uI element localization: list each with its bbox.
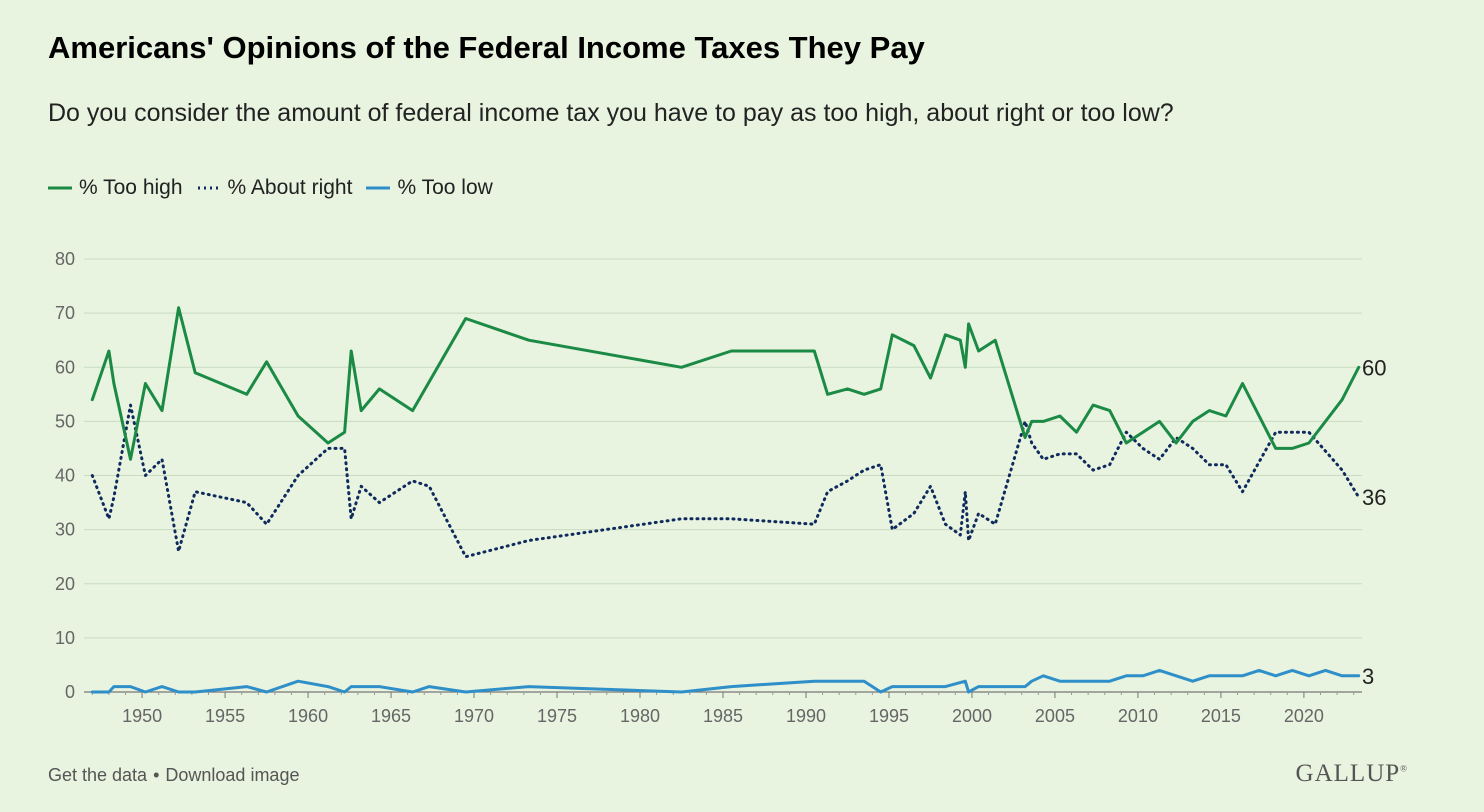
x-tick-label-1970: 1970: [454, 706, 494, 726]
x-tick-label-2010: 2010: [1118, 706, 1158, 726]
x-tick-label-2020: 2020: [1284, 706, 1324, 726]
legend-swatch-too-high: [48, 186, 72, 190]
x-tick-label-1960: 1960: [288, 706, 328, 726]
legend-label-too-low: % Too low: [397, 176, 493, 199]
y-tick-label-0: 0: [65, 682, 75, 702]
x-tick-label-1965: 1965: [371, 706, 411, 726]
y-tick-label-70: 70: [55, 303, 75, 323]
x-tick-label-1980: 1980: [620, 706, 660, 726]
gallup-logo: GALLUP®: [1296, 760, 1408, 788]
brand-mark: ®: [1400, 763, 1408, 774]
x-tick-label-2000: 2000: [952, 706, 992, 726]
series-line-too-low: [90, 668, 1361, 694]
x-tick-label-1995: 1995: [869, 706, 909, 726]
y-tick-label-50: 50: [55, 411, 75, 431]
chart-title: Americans' Opinions of the Federal Incom…: [48, 30, 925, 65]
legend-item-too-high[interactable]: % Too high: [48, 176, 183, 200]
x-tick-label-2005: 2005: [1035, 706, 1075, 726]
brand-name: GALLUP: [1295, 760, 1401, 787]
legend-item-too-low[interactable]: % Too low: [366, 176, 493, 200]
x-tick-label-2015: 2015: [1201, 706, 1241, 726]
x-tick-label-1990: 1990: [786, 706, 826, 726]
end-label-about-right: 36: [1362, 485, 1386, 510]
legend-label-about-right: % About right: [227, 176, 353, 199]
x-tick-label-1985: 1985: [703, 706, 743, 726]
x-tick-label-1975: 1975: [537, 706, 577, 726]
end-label-too-high: 60: [1362, 355, 1386, 380]
chart-subtitle: Do you consider the amount of federal in…: [48, 99, 1174, 127]
series-line-too-high: [90, 306, 1361, 461]
series-line-about-right: [90, 403, 1361, 559]
y-tick-label-20: 20: [55, 574, 75, 594]
y-tick-label-40: 40: [55, 466, 75, 486]
x-tick-label-1950: 1950: [122, 706, 162, 726]
y-tick-label-30: 30: [55, 520, 75, 540]
legend-swatch-about-right: [197, 186, 221, 190]
x-tick-label-1955: 1955: [205, 706, 245, 726]
download-image-link[interactable]: Download image: [165, 765, 300, 785]
end-label-too-low: 3: [1362, 664, 1374, 689]
get-data-link[interactable]: Get the data: [48, 765, 148, 785]
legend-swatch-too-low: [366, 186, 391, 190]
footer-separator: •: [153, 765, 160, 785]
y-tick-label-10: 10: [55, 628, 75, 648]
y-tick-label-60: 60: [55, 357, 75, 377]
legend-label-too-high: % Too high: [79, 176, 183, 199]
chart-footer: Get the data • Download image: [48, 765, 299, 786]
legend-item-about-right[interactable]: % About right: [197, 176, 353, 200]
chart-legend: % Too high % About right % Too low: [48, 176, 507, 200]
y-tick-label-80: 80: [55, 249, 75, 269]
